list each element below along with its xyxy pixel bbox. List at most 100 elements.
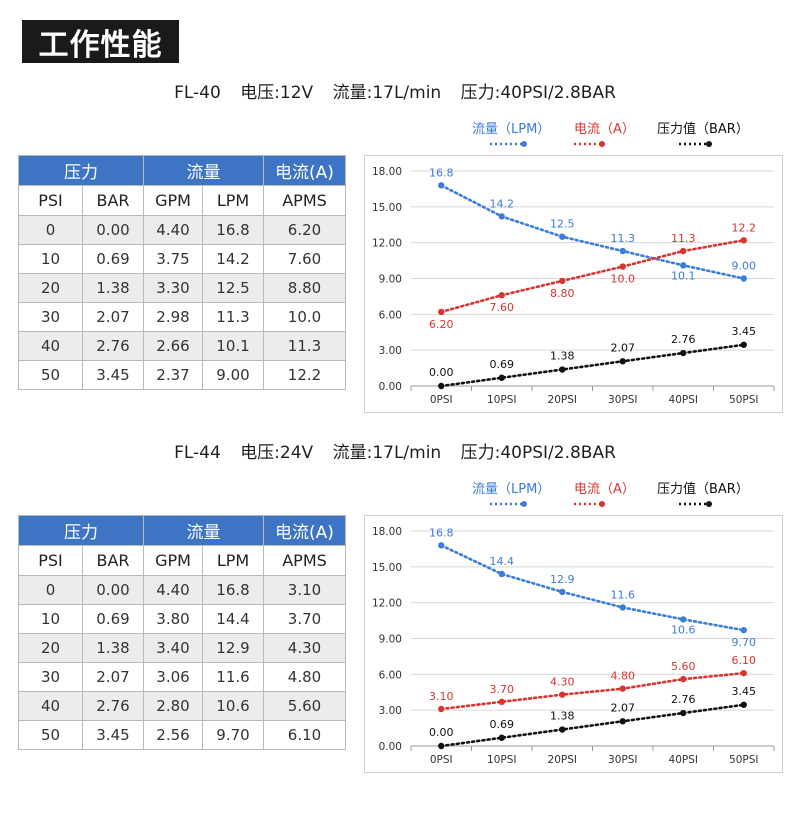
data-point-amps: [498, 698, 505, 706]
data-label-lpm: 16.8: [429, 166, 454, 179]
data-point-bar: [559, 366, 566, 373]
header-current: 电流(A): [263, 515, 346, 546]
data-point-lpm: [559, 233, 566, 240]
data-label-amps: 6.20: [429, 318, 454, 331]
series-line-amps: [439, 671, 746, 711]
cell: 0.69: [82, 244, 144, 274]
chart-legend: 流量（LPM） 电流（A） 压力值（BAR）: [470, 478, 770, 508]
data-point-bar: [498, 374, 505, 381]
y-tick-label: 9.00: [379, 634, 402, 646]
cell: 40: [18, 691, 83, 721]
data-point-lpm: [498, 570, 505, 578]
unit-bar: BAR: [82, 185, 144, 216]
legend-item-lpm: 流量（LPM）: [472, 118, 562, 148]
y-tick-label: 0.00: [379, 741, 402, 753]
data-point-bar: [559, 726, 566, 733]
model-label: FL-44: [174, 443, 221, 463]
data-point-bar: [680, 709, 687, 717]
data-point-amps: [680, 247, 687, 255]
legend-label-amps: 电流（A）: [574, 482, 635, 497]
cell: 40: [18, 331, 83, 361]
cell: 8.80: [263, 273, 346, 303]
series-line-bar: [439, 343, 746, 388]
x-tick-label: 0PSI: [430, 754, 453, 766]
data-label-lpm: 9.70: [732, 636, 757, 649]
spec-line: FL-40 电压:12V 流量:17L/min 压力:40PSI/2.8BAR: [0, 78, 790, 103]
data-label-lpm: 11.3: [611, 232, 636, 245]
legend-item-amps: 电流（A）: [574, 478, 664, 508]
data-point-lpm: [619, 604, 626, 611]
data-point-bar: [498, 734, 505, 741]
data-label-lpm: 14.4: [490, 555, 515, 568]
cell: 3.40: [143, 633, 203, 663]
unit-apms: APMS: [263, 545, 346, 576]
y-tick-label: 18.00: [372, 166, 402, 178]
data-label-amps: 6.10: [732, 654, 757, 667]
cell: 1.38: [82, 633, 144, 663]
data-point-lpm: [619, 247, 626, 255]
cell: 3.45: [82, 720, 144, 750]
table-row: 50 3.45 2.56 9.70 6.10: [18, 720, 346, 750]
data-point-lpm: [438, 542, 445, 549]
data-label-amps: 12.2: [732, 221, 757, 234]
data-point-lpm: [680, 616, 687, 623]
table-row: 20 1.38 3.30 12.5 8.80: [18, 273, 346, 303]
legend-swatch-lpm: [490, 501, 527, 507]
data-label-lpm: 12.9: [550, 573, 575, 586]
cell: 10: [18, 244, 83, 274]
data-point-lpm: [740, 275, 747, 282]
cell: 3.06: [143, 662, 203, 692]
data-point-amps: [619, 263, 626, 270]
cell: 14.2: [202, 244, 264, 274]
data-label-bar: 0.69: [490, 718, 515, 731]
data-label-lpm: 10.6: [671, 623, 696, 636]
pressure-label: 压力:40PSI/2.8BAR: [460, 443, 616, 463]
series-line-lpm: [439, 184, 746, 280]
cell: 10: [18, 604, 83, 634]
legend-swatch-bar: [679, 501, 712, 507]
chart-svg: 0.00 3.00 6.00 9.00 12.00 15.00 18.00 0PSI 10PSI…: [372, 526, 775, 766]
cell: 3.10: [263, 575, 346, 605]
y-tick-label: 12.00: [372, 238, 402, 250]
table-row: 20 1.38 3.40 12.9 4.30: [18, 633, 346, 663]
data-label-bar: 2.76: [671, 693, 696, 706]
cell: 4.30: [263, 633, 346, 663]
data-point-amps: [498, 292, 505, 299]
unit-lpm: LPM: [202, 185, 264, 216]
table-row: 10 0.69 3.80 14.4 3.70: [18, 604, 346, 634]
data-label-bar: 2.07: [611, 701, 636, 714]
data-label-amps: 3.70: [490, 683, 515, 696]
cell: 6.10: [263, 720, 346, 750]
data-point-bar: [680, 349, 687, 357]
cell: 2.76: [82, 331, 144, 361]
series-line-bar: [439, 703, 746, 748]
data-label-amps: 4.80: [611, 670, 636, 683]
data-label-amps: 7.60: [490, 301, 515, 314]
cell: 2.37: [143, 360, 203, 390]
x-tick-label: 0PSI: [430, 394, 453, 406]
data-point-amps: [619, 685, 626, 692]
pressure-label: 压力:40PSI/2.8BAR: [460, 83, 616, 103]
unit-psi: PSI: [18, 545, 83, 576]
cell: 30: [18, 662, 83, 692]
x-tick-label: 20PSI: [548, 394, 577, 406]
cell: 10.1: [202, 331, 264, 361]
table-row: 0 0.00 4.40 16.8 3.10: [18, 575, 346, 605]
x-tick-label: 50PSI: [729, 394, 758, 406]
cell: 4.40: [143, 215, 203, 245]
x-tick-label: 40PSI: [669, 754, 698, 766]
data-point-amps: [740, 237, 747, 244]
data-label-bar: 0.00: [429, 726, 454, 739]
legend-item-bar: 压力值（BAR）: [657, 478, 749, 508]
data-label-bar: 3.45: [732, 685, 757, 698]
flow-label: 流量:17L/min: [332, 443, 442, 463]
data-point-bar: [438, 742, 445, 750]
table-row: 0 0.00 4.40 16.8 6.20: [18, 215, 346, 245]
data-label-amps: 5.60: [671, 660, 696, 673]
x-tick-label: 10PSI: [487, 394, 516, 406]
legend-label-bar: 压力值（BAR）: [657, 122, 749, 137]
cell: 11.3: [263, 331, 346, 361]
cell: 0.69: [82, 604, 144, 634]
spec-line: FL-44 电压:24V 流量:17L/min 压力:40PSI/2.8BAR: [0, 438, 790, 463]
data-point-bar: [740, 341, 747, 348]
